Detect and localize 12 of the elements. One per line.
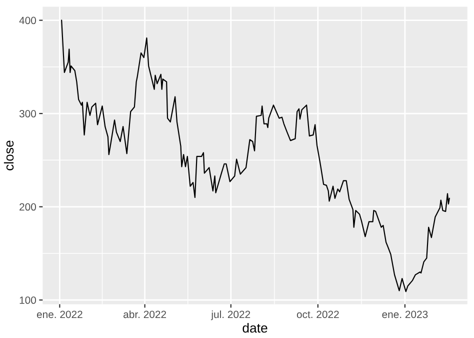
x-tick-label: ene. 2022: [36, 310, 82, 318]
y-tick-label: 400: [19, 16, 36, 24]
x-tick-label: oct. 2022: [296, 310, 339, 318]
y-axis-title: close: [4, 140, 14, 170]
x-tick-label: ene. 2023: [382, 310, 428, 318]
line-series: [61, 20, 450, 292]
y-tick-label: 100: [20, 296, 36, 304]
x-axis-title: date: [242, 322, 268, 333]
x-tick-label: abr. 2022: [124, 310, 166, 318]
x-tick-label: jul. 2022: [210, 310, 250, 320]
y-tick-label: 300: [19, 110, 36, 118]
y-tick-label: 200: [20, 203, 36, 211]
